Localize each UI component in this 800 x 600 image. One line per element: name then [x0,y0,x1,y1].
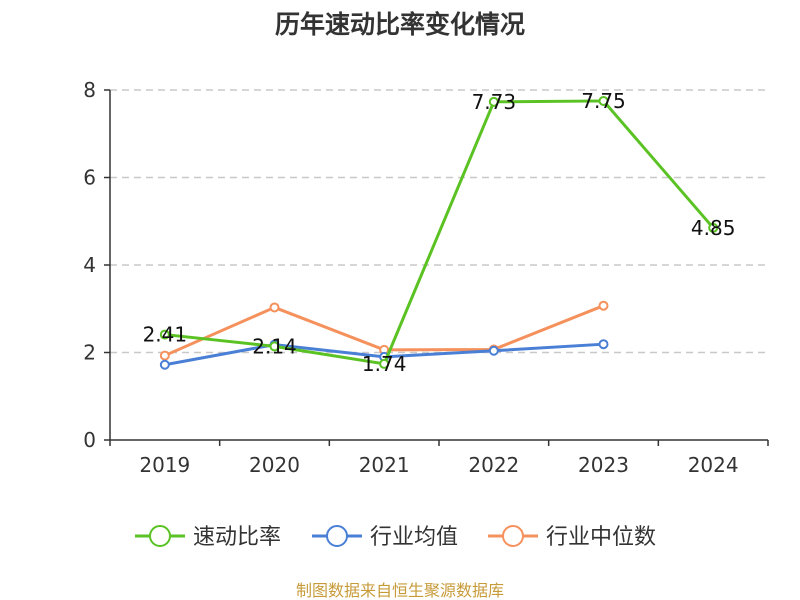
legend-item[interactable]: 行业均值 [312,525,458,550]
legend-label: 速动比率 [193,525,281,550]
data-label: 7.75 [581,89,626,113]
x-tick-label: 2019 [139,453,190,477]
y-tick-label: 8 [83,78,96,102]
source-note: 制图数据来自恒生聚源数据库 [296,581,504,600]
series-line [164,99,715,366]
x-tick-label: 2024 [688,453,739,477]
series-point[interactable] [598,95,609,106]
legend-label: 行业中位数 [546,525,656,550]
y-tick-label: 0 [83,428,96,452]
series-point[interactable] [598,339,609,350]
data-labels: 2.41 2.14 1.74 7.73 7.75 4.85 [143,89,736,376]
x-tick-label: 2021 [359,453,410,477]
data-label: 4.85 [691,216,736,240]
series-point[interactable] [159,359,170,370]
data-label: 2.41 [143,323,188,347]
series-group [159,95,719,370]
legend-marker-icon [149,525,171,547]
x-tick-label: 2022 [468,453,519,477]
series-point[interactable] [269,341,280,352]
legend-marker-icon [502,525,524,547]
series-point[interactable] [379,358,390,369]
series-point[interactable] [269,302,280,313]
legend-label: 行业均值 [370,525,458,550]
data-label: 1.74 [362,352,407,376]
chart-title: 历年速动比率变化情况 [275,10,525,39]
y-tick-label: 2 [83,341,96,365]
series-point[interactable] [598,300,609,311]
series-point[interactable] [159,329,170,340]
axes: 0 2 4 6 8 2019 2020 2021 2022 2023 2024 [83,78,769,477]
legend[interactable]: 速动比率 行业均值 行业中位数 [135,525,656,550]
legend-item[interactable]: 速动比率 [135,525,281,550]
series-point[interactable] [708,222,719,233]
x-tick-label: 2020 [249,453,300,477]
x-tick-label: 2023 [578,453,629,477]
legend-item[interactable]: 行业中位数 [488,525,656,550]
series-point[interactable] [488,96,499,107]
grid-lines [110,89,768,354]
y-tick-label: 6 [83,166,96,190]
y-tick-label: 4 [83,253,96,277]
series-point[interactable] [488,345,499,356]
data-label: 2.14 [252,334,297,358]
legend-marker-icon [326,525,348,547]
series-point[interactable] [159,350,170,361]
data-label: 7.73 [472,90,517,114]
